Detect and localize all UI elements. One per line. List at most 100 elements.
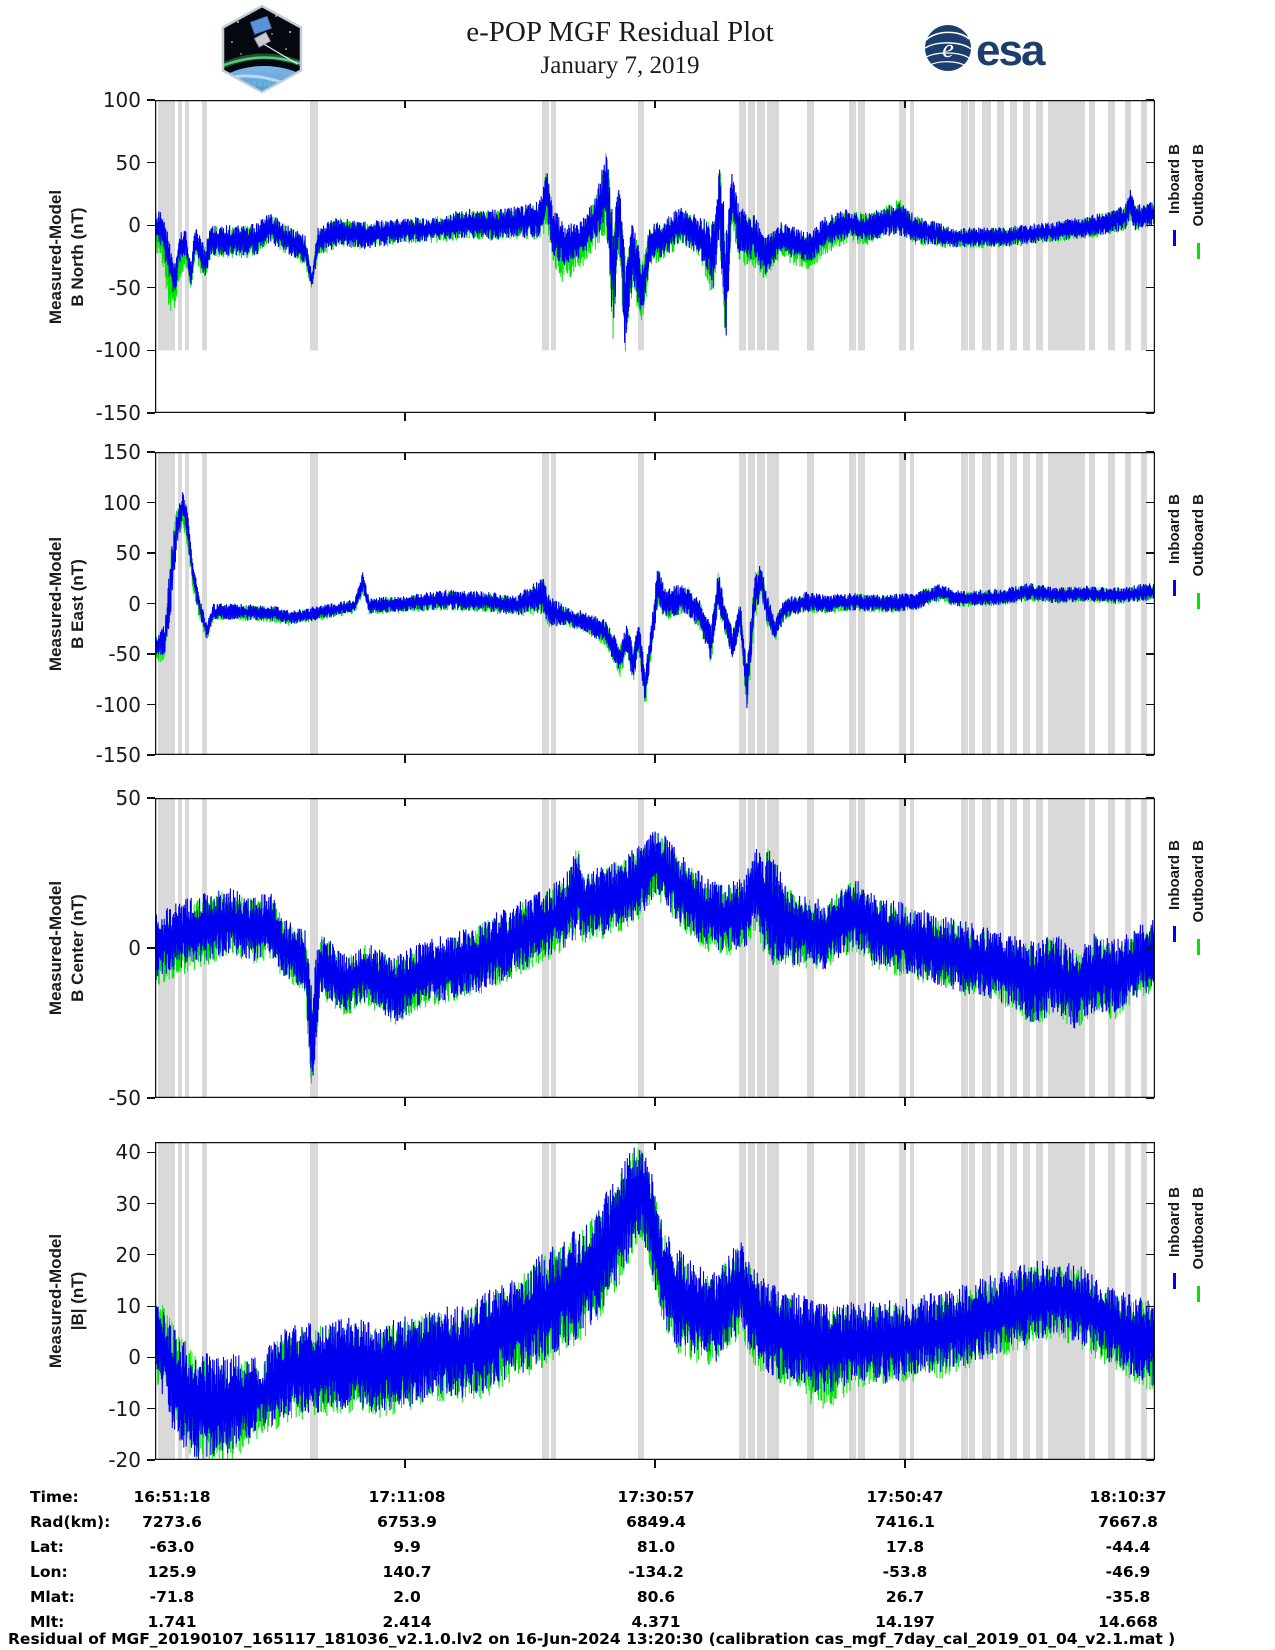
x-tick-top — [904, 798, 906, 806]
y-tick-right — [1146, 451, 1154, 453]
legend-label-inboard: Inboard B — [1165, 840, 1183, 910]
data-gap-band — [1023, 798, 1030, 1098]
legend-mark-outboard-icon — [1196, 242, 1200, 259]
x-tick-bottom — [904, 755, 906, 763]
series-inboard-b — [155, 156, 1155, 343]
x-tick-top — [654, 798, 656, 806]
x-tick-top — [404, 452, 406, 460]
y-tick-right — [1146, 754, 1154, 756]
data-gap-band — [757, 452, 765, 755]
y-tick-label: -150 — [95, 743, 141, 767]
legend-mark-inboard-icon — [1172, 230, 1176, 246]
table-row-label: Mlat: — [30, 1588, 75, 1606]
x-tick-bottom — [404, 1098, 406, 1106]
data-gap-band — [807, 100, 814, 351]
data-gap-band — [757, 798, 765, 1098]
legend-mark-inboard-icon — [1172, 580, 1176, 596]
legend-label-inboard: Inboard B — [1165, 1187, 1183, 1257]
subplot-canvas-b-east — [155, 452, 1155, 755]
data-gap-band — [1125, 452, 1131, 755]
x-tick-bottom — [904, 413, 906, 421]
table-cell: 7273.6 — [142, 1513, 202, 1531]
data-gap-band — [1023, 452, 1030, 755]
legend-label-outboard: Outboard B — [1189, 840, 1207, 923]
y-tick-left — [147, 1356, 155, 1358]
legend-label-inboard: Inboard B — [1165, 494, 1183, 564]
y-axis-label-b-north: Measured-Model B North (nT) — [45, 189, 89, 323]
table-cell: -35.8 — [1105, 1588, 1151, 1606]
y-tick-right — [1146, 287, 1154, 289]
table-cell: 17.8 — [885, 1538, 925, 1556]
legend-entry-inboard: Inboard B — [1163, 494, 1185, 609]
table-cell: 80.6 — [636, 1588, 676, 1606]
y-tick-label: 0 — [128, 591, 141, 616]
x-tick-top — [904, 100, 906, 108]
data-gap-band — [748, 452, 755, 755]
table-cell: 125.9 — [147, 1563, 197, 1581]
legend-entry-outboard: Outboard B — [1187, 840, 1209, 955]
data-gap-band — [178, 452, 182, 755]
legend-mark-inboard-icon — [1172, 1273, 1176, 1289]
legend-entry-inboard: Inboard B — [1163, 840, 1185, 955]
y-axis-label-b-center: Measured-Model B Center (nT) — [45, 881, 89, 1015]
svg-text:e: e — [942, 34, 954, 63]
table-row-label: Mlt: — [30, 1613, 65, 1631]
legend-mark-inboard-icon — [1172, 926, 1176, 942]
table-cell: 7416.1 — [875, 1513, 935, 1531]
data-gap-band — [202, 452, 207, 755]
legend-mark-outboard-icon — [1196, 938, 1200, 955]
esa-globe-icon — [925, 25, 971, 71]
y-tick-right — [1146, 552, 1154, 554]
data-gap-band — [910, 1142, 914, 1460]
y-tick-left — [147, 1305, 155, 1307]
data-gap-band — [739, 798, 746, 1098]
y-tick-left — [147, 412, 155, 414]
y-tick-right — [1146, 602, 1154, 605]
table-cell: -44.4 — [1105, 1538, 1151, 1556]
y-axis-label-line2: |B| (nT) — [68, 1271, 87, 1331]
y-tick-right — [1146, 224, 1154, 226]
y-axis-label-line2: B East (nT) — [68, 558, 87, 649]
data-gap-band — [310, 798, 318, 1098]
table-cell: -134.2 — [628, 1563, 684, 1581]
data-gap-band — [757, 100, 765, 351]
y-tick-label: -50 — [108, 1086, 141, 1110]
table-cell: 6753.9 — [377, 1513, 437, 1531]
table-cell: 16:51:18 — [133, 1488, 211, 1506]
y-tick-label: -100 — [95, 692, 141, 717]
data-gap-band — [178, 100, 182, 351]
table-cell: 14.197 — [875, 1613, 935, 1631]
y-tick-label: 150 — [102, 440, 141, 464]
legend-label-outboard: Outboard B — [1189, 494, 1207, 577]
table-cell: -46.9 — [1105, 1563, 1151, 1581]
data-gap-band — [1141, 100, 1147, 351]
x-tick-top — [404, 100, 406, 108]
y-tick-label: 10 — [115, 1294, 141, 1319]
y-tick-right — [1146, 947, 1154, 949]
y-tick-label: 50 — [115, 150, 141, 175]
data-gap-band — [961, 100, 968, 351]
y-tick-right — [1146, 1254, 1154, 1256]
legend-entry-outboard: Outboard B — [1187, 494, 1209, 609]
table-cell: 7667.8 — [1098, 1513, 1158, 1531]
y-tick-left — [147, 99, 155, 101]
data-gap-band — [310, 452, 318, 755]
y-tick-label: -10 — [108, 1396, 141, 1421]
data-gap-band — [1036, 452, 1043, 755]
page-title: e-POP MGF Residual Plot — [466, 16, 774, 48]
y-tick-left — [147, 602, 155, 605]
table-cell: 17:30:57 — [617, 1488, 695, 1506]
y-axis-label-line1: Measured-Model — [46, 189, 65, 324]
y-axis-label-b-east: Measured-Model B East (nT) — [45, 536, 89, 670]
x-tick-bottom — [404, 1460, 406, 1468]
y-tick-left — [147, 1254, 155, 1256]
data-gap-band — [185, 452, 189, 755]
subplot-canvas-b-magnitude — [155, 1142, 1155, 1460]
table-cell: 2.414 — [382, 1613, 432, 1631]
data-gap-band — [202, 100, 207, 351]
data-gap-band — [310, 100, 318, 351]
data-gap-band — [1023, 100, 1030, 351]
data-gap-band — [1010, 452, 1017, 755]
legend-b-magnitude: Inboard B Outboard B — [1163, 1187, 1209, 1302]
y-tick-left — [147, 501, 155, 504]
